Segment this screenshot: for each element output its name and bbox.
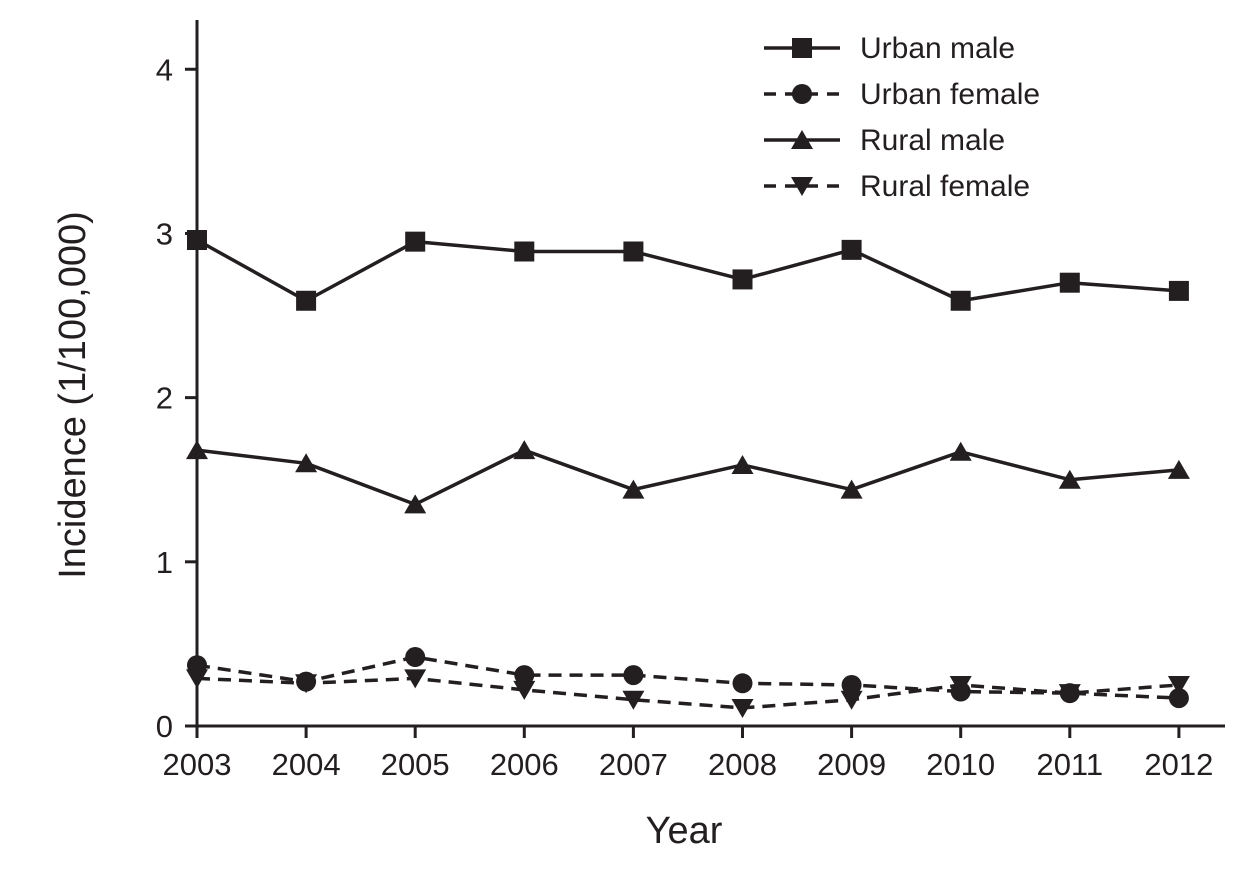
data-point xyxy=(731,698,754,718)
data-point xyxy=(513,680,536,700)
data-point xyxy=(623,241,644,262)
series-line xyxy=(196,676,1180,710)
x-tick-label: 2007 xyxy=(599,747,668,782)
data-point xyxy=(731,454,754,474)
x-tick-label: 2009 xyxy=(817,747,886,782)
data-point xyxy=(295,453,318,473)
data-point xyxy=(732,269,753,290)
data-point xyxy=(732,673,753,694)
legend-marker xyxy=(791,177,813,196)
series-line xyxy=(196,238,1180,303)
legend-item: Urban male xyxy=(764,32,1015,65)
x-tick-label: 2004 xyxy=(272,747,341,782)
y-axis-title: Incidence (1/100,000) xyxy=(52,211,94,579)
data-point xyxy=(1058,684,1081,704)
data-point xyxy=(514,241,535,262)
data-point xyxy=(404,494,427,514)
data-point xyxy=(1059,272,1080,293)
legend-item: Rural female xyxy=(764,170,1030,203)
y-tick-label: 1 xyxy=(156,545,173,580)
x-tick-label: 2003 xyxy=(163,747,232,782)
legend-marker xyxy=(792,84,812,104)
series-layer xyxy=(186,230,1190,718)
data-point xyxy=(186,669,208,689)
data-point xyxy=(186,440,208,460)
series-urban-female xyxy=(187,647,1189,709)
x-tick-label: 2006 xyxy=(490,747,559,782)
series-line xyxy=(196,448,1180,507)
x-axis-title: Year xyxy=(646,810,723,852)
x-tick-label: 2008 xyxy=(708,747,777,782)
data-point xyxy=(1167,459,1190,479)
legend-marker xyxy=(791,130,813,149)
x-tick-label: 2011 xyxy=(1036,747,1103,782)
data-point xyxy=(296,290,317,311)
data-point xyxy=(513,440,536,460)
legend-label: Rural female xyxy=(860,170,1030,203)
legend-label: Urban male xyxy=(860,32,1015,65)
data-point xyxy=(623,665,644,686)
data-point xyxy=(404,669,427,689)
y-tick-label: 4 xyxy=(156,52,173,87)
data-point xyxy=(405,647,426,668)
legend-marker xyxy=(792,38,812,58)
data-point xyxy=(1168,688,1189,709)
data-point xyxy=(841,239,862,260)
data-point xyxy=(622,690,645,710)
data-point xyxy=(514,665,535,686)
data-point xyxy=(1167,675,1190,695)
legend-item: Rural male xyxy=(764,124,1005,157)
data-point xyxy=(841,674,862,695)
legend-item: Urban female xyxy=(764,78,1040,111)
legend-label: Rural male xyxy=(860,124,1005,157)
data-point xyxy=(1058,469,1081,489)
series-rural-male xyxy=(186,440,1190,514)
data-point xyxy=(840,479,863,499)
data-point xyxy=(1168,280,1189,301)
y-tick-label: 0 xyxy=(156,709,173,744)
series-line xyxy=(196,655,1179,700)
data-point xyxy=(840,690,863,710)
data-point xyxy=(949,675,972,695)
x-tick-label: 2005 xyxy=(381,747,450,782)
x-tick-label: 2012 xyxy=(1144,747,1213,782)
series-rural-female xyxy=(186,669,1190,718)
data-point xyxy=(950,290,971,311)
series-urban-male xyxy=(187,230,1189,311)
legend: Urban male Urban female Rural male Rural fe… xyxy=(764,32,1040,203)
legend-label: Urban female xyxy=(860,78,1040,111)
data-point xyxy=(405,231,426,252)
data-point xyxy=(949,441,972,461)
axes: 0 1 2 3 4 2003 2004 2005 2006 2007 2008 2009 2010 201… xyxy=(156,20,1225,782)
data-point xyxy=(622,479,645,499)
x-tick-label: 2010 xyxy=(926,747,995,782)
y-tick-label: 3 xyxy=(156,216,173,251)
data-point xyxy=(187,230,207,251)
y-tick-label: 2 xyxy=(156,381,173,416)
data-point xyxy=(295,674,318,694)
